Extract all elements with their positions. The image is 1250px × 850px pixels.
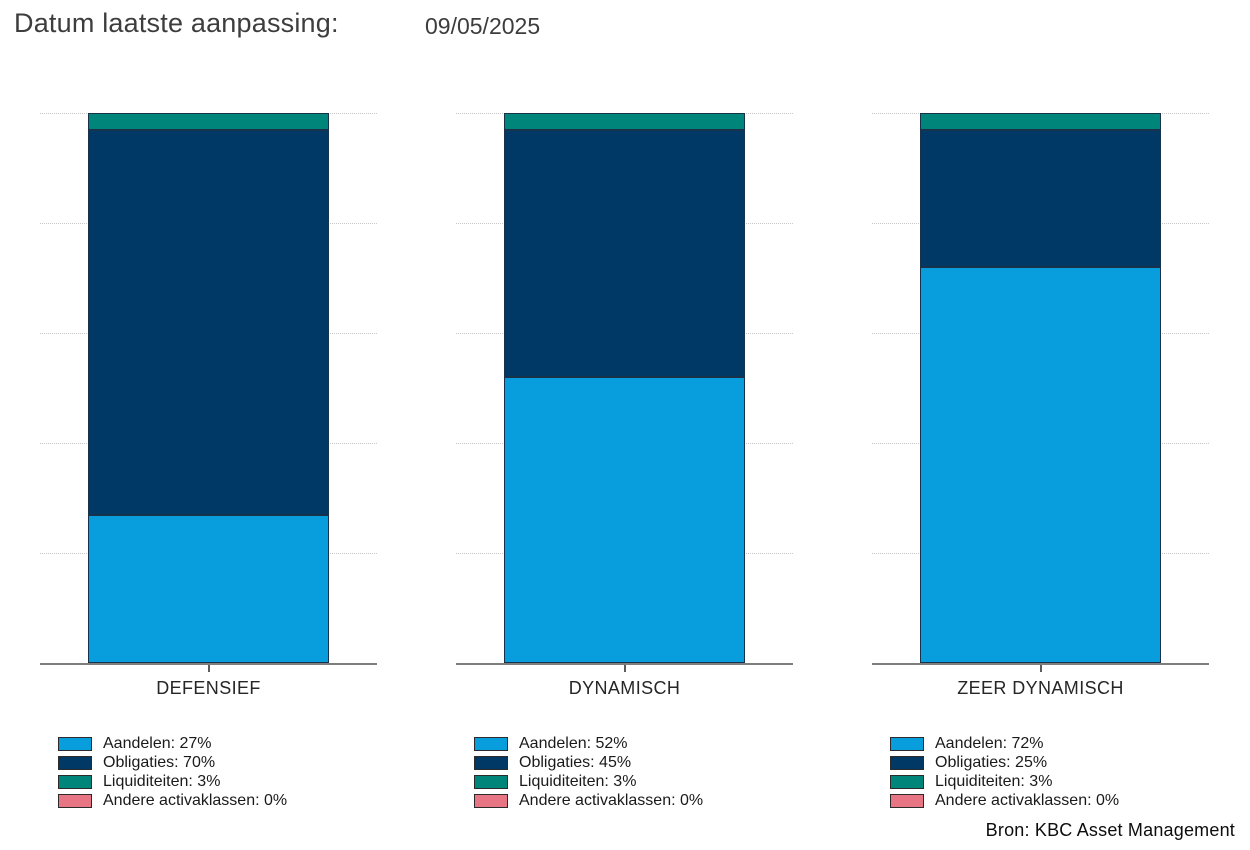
category-label: ZEER DYNAMISCH <box>957 678 1124 698</box>
legend-row: Andere activaklassen: 0% <box>58 792 288 809</box>
legend-row: Liquiditeiten: 3% <box>474 773 703 790</box>
category-label: DYNAMISCH <box>568 678 681 698</box>
bar-segment-obligaties <box>920 129 1161 267</box>
legend-label: Andere activaklassen: 0% <box>519 792 704 809</box>
bar-segment-aandelen <box>88 514 329 663</box>
legend-swatch-icon <box>474 756 508 770</box>
plot-area <box>872 113 1209 672</box>
legend-swatch-icon <box>474 775 508 789</box>
legend-swatch-icon <box>58 737 92 751</box>
legend-label: Obligaties: 45% <box>519 754 632 771</box>
legend-row: Liquiditeiten: 3% <box>58 773 287 790</box>
legend-swatch-icon <box>890 737 924 751</box>
legend-row: Obligaties: 45% <box>474 754 703 771</box>
bar-segment-liquiditeiten <box>88 113 329 130</box>
legend-row: Andere activaklassen: 0% <box>474 792 704 809</box>
legend-row: Liquiditeiten: 3% <box>890 773 1119 790</box>
legend-label: Aandelen: 52% <box>519 735 628 752</box>
last-updated-date: 09/05/2025 <box>425 13 541 39</box>
legend: Aandelen: 52% Obligaties: 45% Liquiditeite… <box>474 735 704 813</box>
stacked-bar <box>88 113 329 663</box>
legend-swatch-icon <box>890 775 924 789</box>
legend-label: Obligaties: 25% <box>935 754 1048 771</box>
plot-area <box>40 113 377 672</box>
legend-label: Liquiditeiten: 3% <box>103 773 221 790</box>
legend-swatch-icon <box>58 794 92 808</box>
page-title: Datum laatste aanpassing: <box>14 8 339 38</box>
stacked-bar <box>920 113 1161 663</box>
bar-segment-liquiditeiten <box>504 113 745 130</box>
axis-tick <box>1040 665 1042 672</box>
stacked-bar <box>504 113 745 663</box>
bar-segment-aandelen <box>920 267 1161 663</box>
bar-segment-aandelen <box>504 377 745 663</box>
legend-row: Obligaties: 70% <box>58 754 287 771</box>
legend-label: Aandelen: 27% <box>103 735 212 752</box>
chart-defensief: DEFENSIEF Aandelen: 27% Obligaties: 70% Li… <box>40 113 377 809</box>
axis-tick <box>208 665 210 672</box>
legend-row: Aandelen: 72% <box>890 735 1119 752</box>
legend-label: Liquiditeiten: 3% <box>935 773 1053 790</box>
legend-label: Liquiditeiten: 3% <box>519 773 637 790</box>
bar-segment-obligaties <box>88 129 329 515</box>
legend-label: Andere activaklassen: 0% <box>103 792 288 809</box>
legend-row: Aandelen: 27% <box>58 735 287 752</box>
legend-swatch-icon <box>890 756 924 770</box>
legend-label: Aandelen: 72% <box>935 735 1044 752</box>
chart-dynamisch: DYNAMISCH Aandelen: 52% Obligaties: 45% Li… <box>456 113 793 809</box>
legend-row: Andere activaklassen: 0% <box>890 792 1120 809</box>
chart-zeer-dynamisch: ZEER DYNAMISCH Aandelen: 72% Obligaties: … <box>872 113 1209 809</box>
bar-segment-obligaties <box>504 129 745 377</box>
bar-segment-liquiditeiten <box>920 113 1161 130</box>
legend: Aandelen: 27% Obligaties: 70% Liquiditeite… <box>58 735 288 813</box>
legend-row: Aandelen: 52% <box>474 735 703 752</box>
legend: Aandelen: 72% Obligaties: 25% Liquiditeite… <box>890 735 1120 813</box>
legend-label: Andere activaklassen: 0% <box>935 792 1120 809</box>
legend-swatch-icon <box>58 756 92 770</box>
legend-swatch-icon <box>58 775 92 789</box>
category-label: DEFENSIEF <box>156 678 261 698</box>
plot-area <box>456 113 793 672</box>
legend-swatch-icon <box>474 794 508 808</box>
legend-row: Obligaties: 25% <box>890 754 1119 771</box>
legend-label: Obligaties: 70% <box>103 754 216 771</box>
legend-swatch-icon <box>474 737 508 751</box>
axis-tick <box>624 665 626 672</box>
legend-swatch-icon <box>890 794 924 808</box>
source-credit: Bron: KBC Asset Management <box>985 820 1235 840</box>
